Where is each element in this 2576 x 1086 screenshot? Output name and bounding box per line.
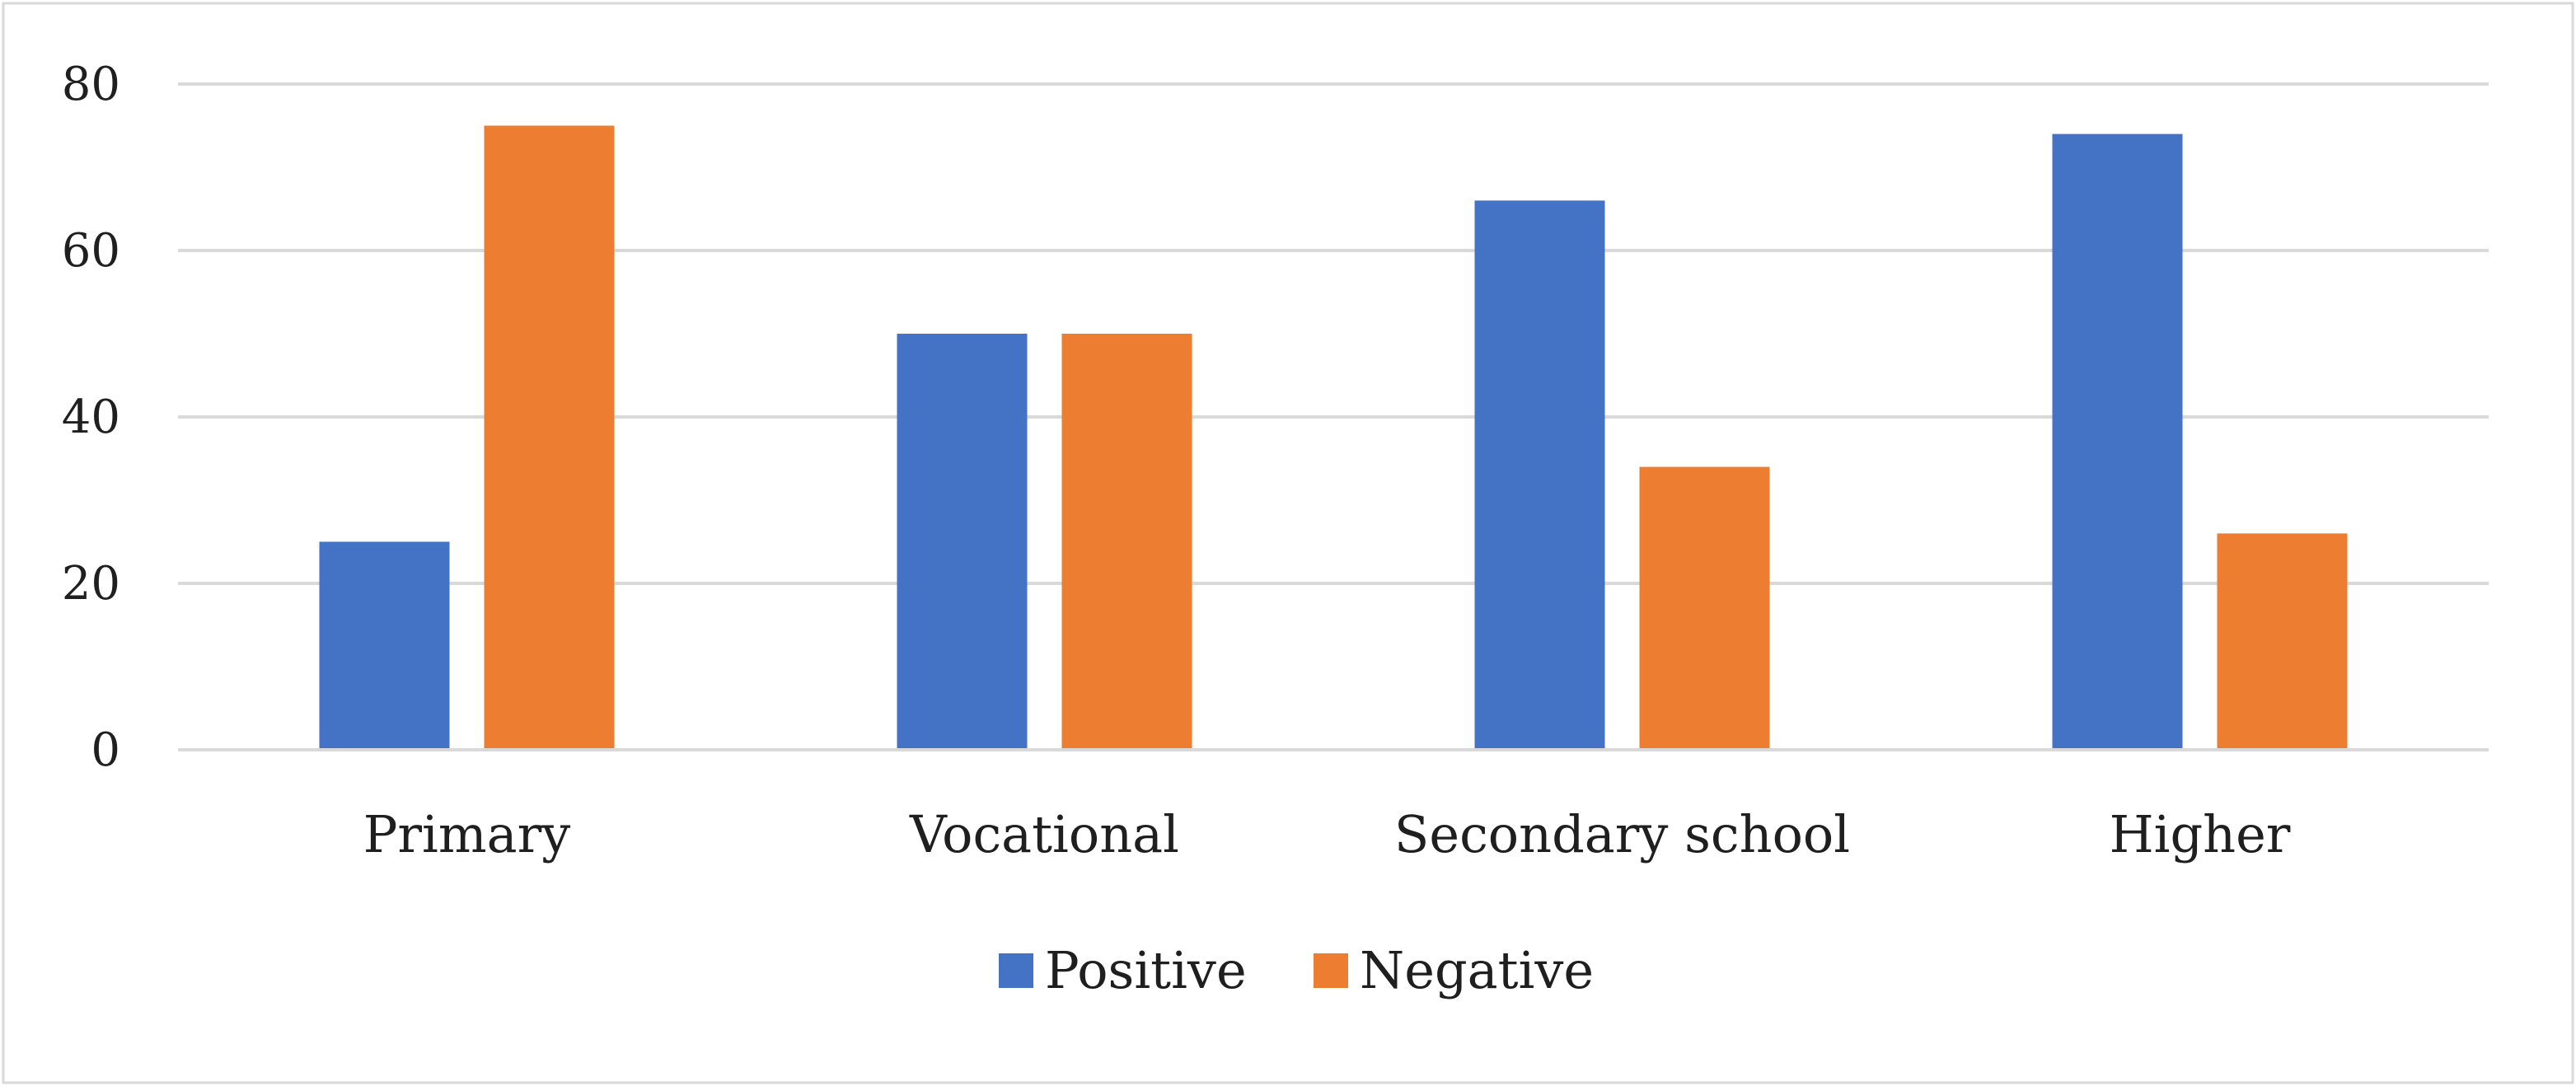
x-category-label: Higher <box>2110 804 2291 864</box>
bar-positive-vocational <box>897 334 1028 750</box>
y-tick-label: 80 <box>62 58 120 111</box>
legend-label-negative: Negative <box>1360 940 1594 1000</box>
y-tick-label: 20 <box>62 557 120 611</box>
y-tick-label: 60 <box>62 224 120 278</box>
legend-label-positive: Positive <box>1045 940 1247 1000</box>
bar-positive-primary <box>319 541 450 750</box>
x-axis-categories: Primary Vocational Secondary school Higher <box>363 804 2291 864</box>
bars <box>319 125 2348 751</box>
bar-negative-primary <box>484 125 615 750</box>
x-category-label: Secondary school <box>1394 804 1850 864</box>
bar-negative-vocational <box>1061 334 1192 750</box>
bar-negative-higher <box>2217 533 2348 750</box>
x-category-label: Vocational <box>909 804 1179 864</box>
x-category-label: Primary <box>363 804 571 864</box>
bar-positive-secondary-school <box>1474 200 1605 750</box>
legend-swatch-positive <box>999 953 1033 988</box>
bar-negative-secondary-school <box>1639 466 1770 750</box>
legend: Positive Negative <box>999 940 1594 1000</box>
y-tick-label: 0 <box>91 723 120 777</box>
y-axis-ticks: 0 20 40 60 80 <box>62 58 120 777</box>
y-tick-label: 40 <box>62 391 120 444</box>
bar-positive-higher <box>2052 133 2183 751</box>
legend-swatch-negative <box>1314 953 1348 988</box>
